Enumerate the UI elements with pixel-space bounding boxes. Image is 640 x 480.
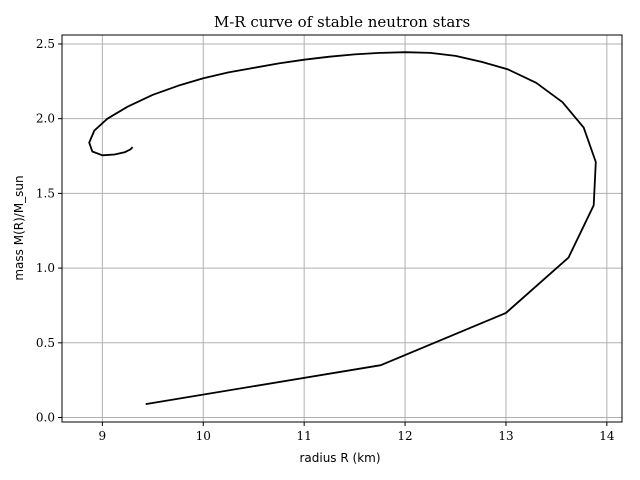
mr-curve-line bbox=[88, 51, 597, 405]
y-tick-label: 0.0 bbox=[36, 411, 55, 425]
y-tick-label: 1.5 bbox=[36, 186, 55, 200]
tick-layer: 9 10 11 12 13 14 0.0 0.5 1.0 1.5 2.0 2.5 bbox=[36, 37, 615, 443]
x-tick-label: 9 bbox=[99, 429, 107, 443]
y-tick-label: 0.5 bbox=[36, 336, 55, 350]
y-tick-label: 2.0 bbox=[36, 112, 55, 126]
x-axis-label: radius R (km) bbox=[299, 451, 380, 465]
y-tick-label: 2.5 bbox=[36, 37, 55, 51]
x-tick-label: 10 bbox=[196, 429, 211, 443]
grid-lines bbox=[62, 35, 622, 422]
x-tick-label: 13 bbox=[498, 429, 513, 443]
y-axis-label: mass M(R)/M_sun bbox=[12, 175, 26, 280]
x-tick-label: 11 bbox=[297, 429, 312, 443]
series-layer bbox=[88, 51, 597, 405]
x-tick-label: 14 bbox=[599, 429, 615, 443]
y-tick-label: 1.0 bbox=[36, 261, 55, 275]
x-tick-label: 12 bbox=[397, 429, 412, 443]
axes-frame bbox=[61, 34, 623, 423]
chart-title: M-R curve of stable neutron stars bbox=[214, 13, 470, 31]
